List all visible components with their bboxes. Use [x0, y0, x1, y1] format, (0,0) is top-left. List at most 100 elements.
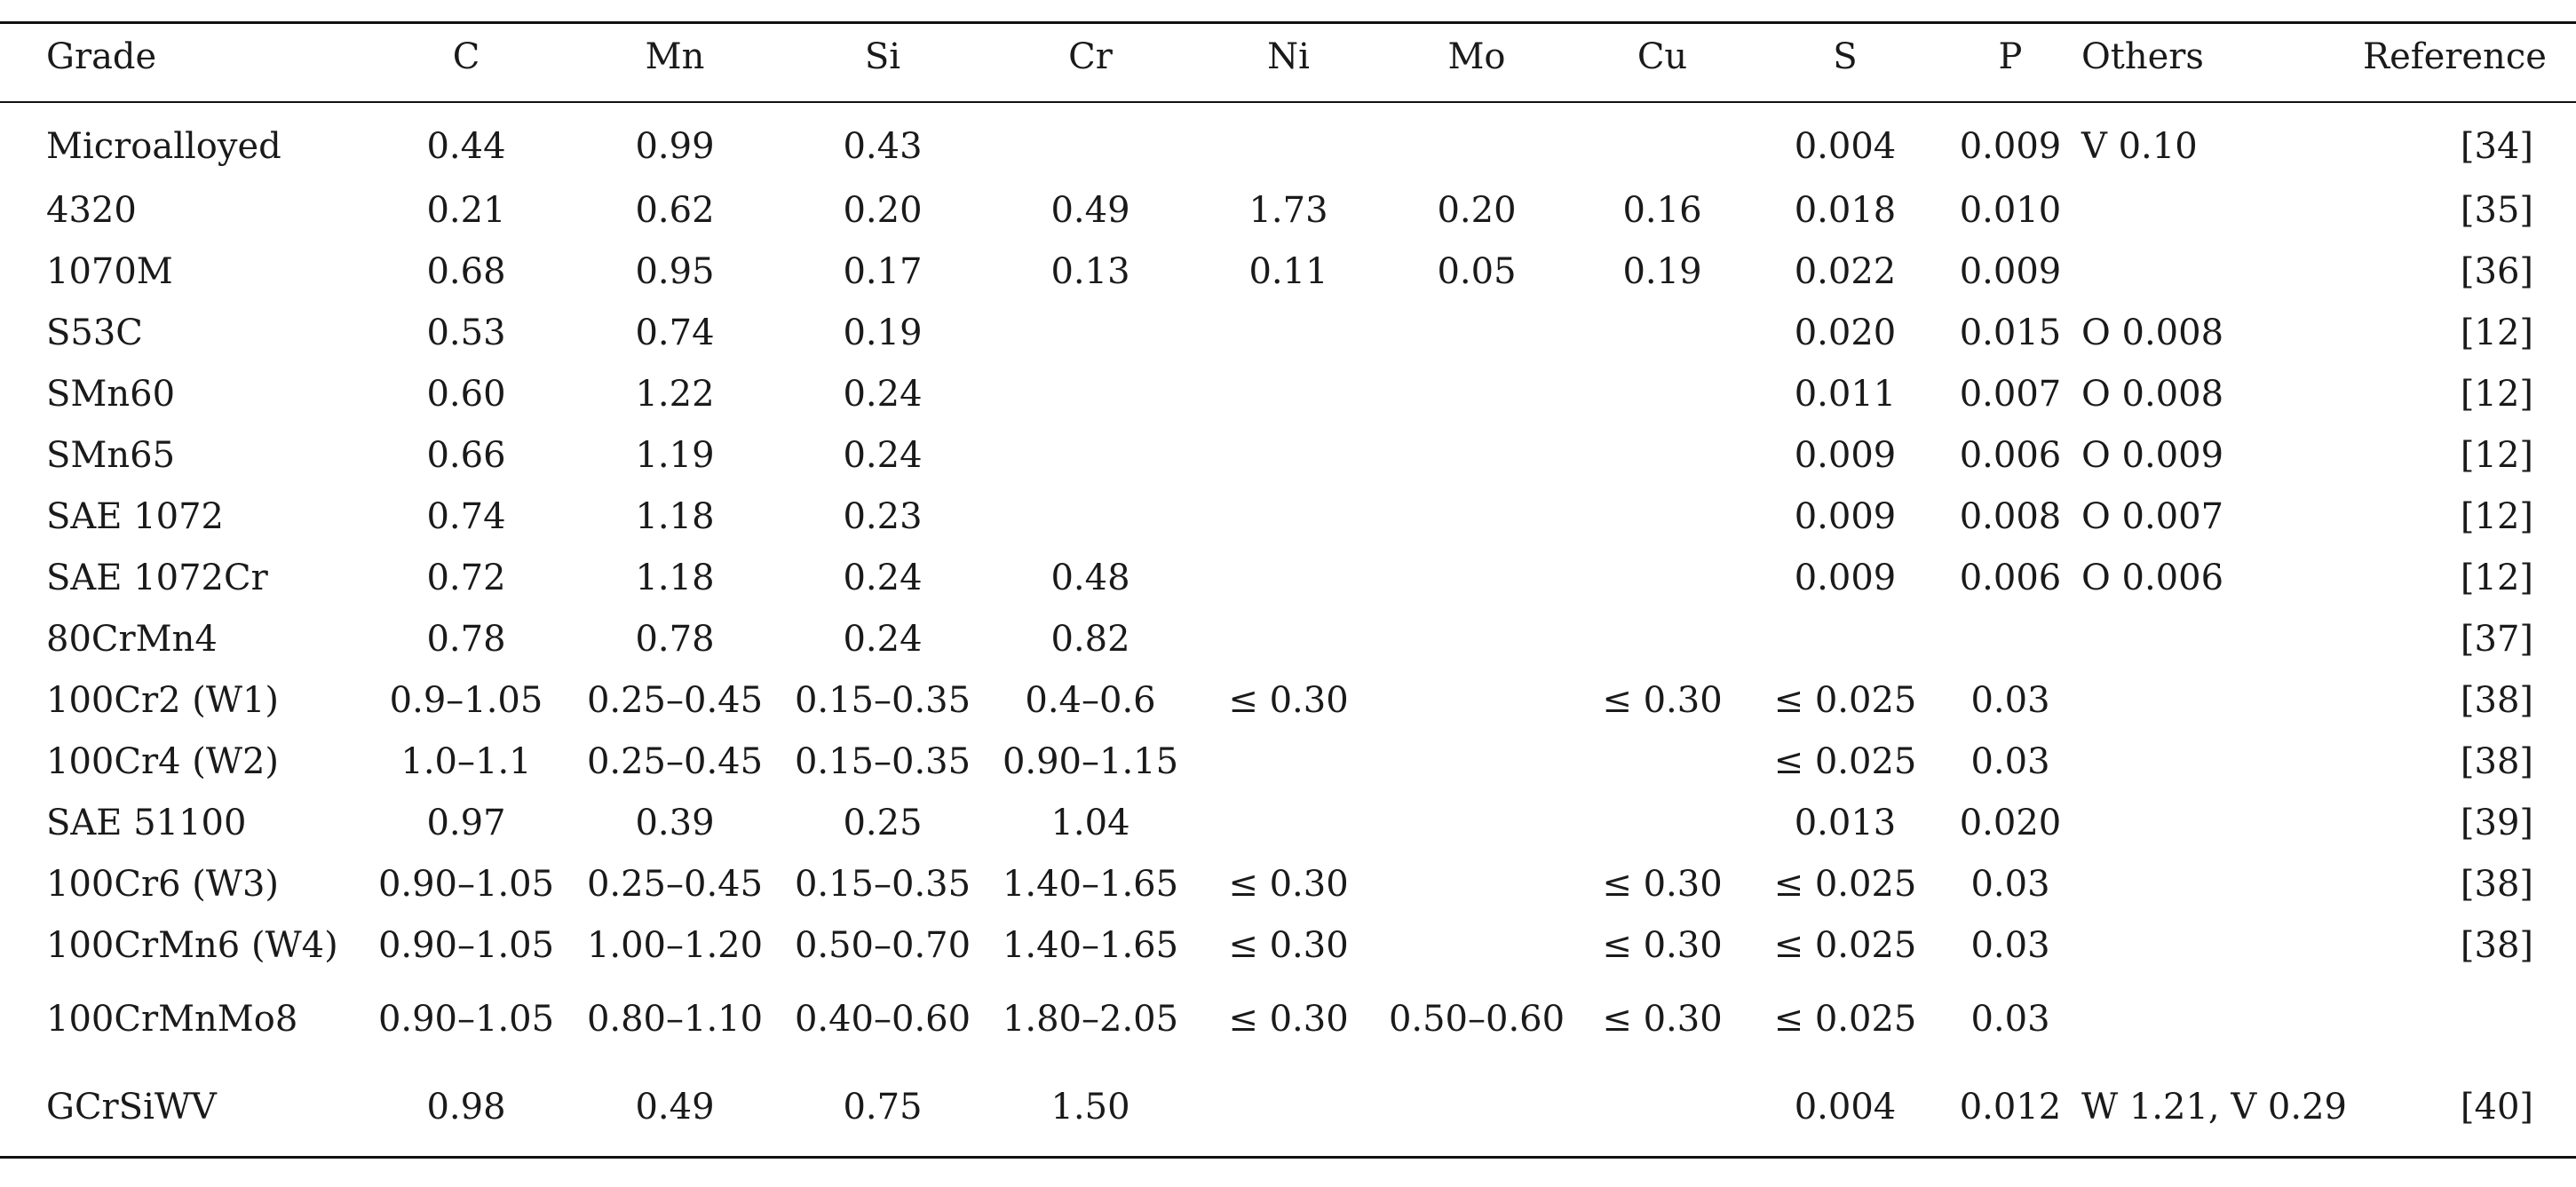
- cell-others: [2081, 669, 2363, 731]
- cell-cr: 1.40–1.65: [1002, 924, 1179, 966]
- cell-p: 0.015: [1959, 312, 2062, 353]
- cell-others: [2081, 976, 2363, 1063]
- cell-p: 0.010: [1959, 189, 2062, 231]
- cell-grade: 100CrMn6 (W4): [46, 924, 338, 966]
- cell-grade: 100Cr4 (W2): [46, 740, 280, 782]
- cell-reference: [40]: [2460, 1087, 2533, 1128]
- table-row: 100CrMn6 (W4) 0.90–1.05 1.00–1.20 0.50–0.70…: [0, 914, 2576, 976]
- cell-grade: Microalloyed: [46, 126, 281, 167]
- cell-others: [2081, 608, 2363, 669]
- cell-reference: [12]: [2460, 495, 2533, 537]
- cell-mo: [1380, 608, 1573, 669]
- header-grade: Grade: [46, 36, 157, 77]
- cell-p: 0.03: [1970, 679, 2050, 721]
- cell-mo: [1380, 547, 1573, 608]
- cell-ni: ≤ 0.30: [1228, 679, 1349, 721]
- cell-si: 0.24: [843, 557, 923, 598]
- cell-c: 0.21: [426, 189, 506, 231]
- cell-grade: 1070M: [46, 250, 173, 292]
- cell-cu: [1573, 547, 1751, 608]
- cell-grade: S53C: [46, 312, 143, 353]
- cell-cr: 0.4–0.6: [1025, 679, 1156, 721]
- cell-c: 0.74: [426, 495, 506, 537]
- cell-cu: [1573, 486, 1751, 547]
- cell-cr: 1.50: [1050, 1087, 1130, 1128]
- cell-cu: [1573, 1063, 1751, 1151]
- cell-cu: ≤ 0.30: [1602, 924, 1723, 966]
- cell-reference: [39]: [2460, 802, 2533, 843]
- cell-mo: [1380, 853, 1573, 914]
- cell-p: 0.008: [1959, 495, 2062, 537]
- cell-p: 0.020: [1959, 802, 2062, 843]
- cell-grade: 80CrMn4: [46, 618, 218, 660]
- cell-cr: [984, 114, 1197, 179]
- cell-others: O 0.009: [2081, 434, 2224, 476]
- cell-ni: ≤ 0.30: [1228, 924, 1349, 966]
- steel-composition-table: Grade C Mn Si Cr Ni Mo Cu S P Others Ref…: [0, 0, 2576, 1151]
- cell-mn: 1.18: [635, 495, 715, 537]
- cell-mn: 0.62: [635, 189, 715, 231]
- cell-cu: [1573, 608, 1751, 669]
- cell-si: 0.43: [843, 126, 923, 167]
- cell-others: O 0.008: [2081, 312, 2224, 353]
- cell-ni: [1197, 486, 1380, 547]
- cell-ni: [1197, 547, 1380, 608]
- cell-others: W 1.21, V 0.29: [2081, 1087, 2347, 1128]
- table-row: SMn65 0.66 1.19 0.24 0.009 0.006 O 0.009 [12]: [0, 424, 2576, 486]
- cell-reference: [37]: [2460, 618, 2533, 660]
- table-row: Microalloyed 0.44 0.99 0.43 0.004 0.009 V 0.10…: [0, 114, 2576, 179]
- cell-others: [2081, 731, 2363, 792]
- header-row: Grade C Mn Si Cr Ni Mo Cu S P Others Ref…: [0, 0, 2576, 114]
- cell-s: 0.004: [1794, 1087, 1897, 1128]
- cell-reference: [12]: [2460, 373, 2533, 415]
- cell-s: 0.009: [1794, 434, 1897, 476]
- cell-s: 0.013: [1794, 802, 1897, 843]
- cell-grade: SMn65: [46, 434, 176, 476]
- table-row: 100CrMnMo8 0.90–1.05 0.80–1.10 0.40–0.60 1.8…: [0, 976, 2576, 1063]
- cell-p: 0.03: [1970, 863, 2050, 905]
- cell-c: 0.78: [426, 618, 506, 660]
- cell-s: ≤ 0.025: [1773, 740, 1917, 782]
- cell-cr: [984, 363, 1197, 424]
- cell-cu: ≤ 0.30: [1602, 999, 1723, 1040]
- cell-s: 0.018: [1794, 189, 1897, 231]
- cell-others: [2081, 241, 2363, 302]
- cell-ni: ≤ 0.30: [1228, 863, 1349, 905]
- cell-s: 0.009: [1794, 495, 1897, 537]
- cell-p: 0.012: [1959, 1087, 2062, 1128]
- cell-reference: [38]: [2460, 740, 2533, 782]
- cell-c: 0.53: [426, 312, 506, 353]
- table-row: 4320 0.21 0.62 0.20 0.49 1.73 0.20 0.16 0.018 0.0…: [0, 179, 2576, 241]
- table-row: 80CrMn4 0.78 0.78 0.24 0.82 [37]: [0, 608, 2576, 669]
- cell-cu: ≤ 0.30: [1602, 679, 1723, 721]
- cell-cu: [1573, 363, 1751, 424]
- cell-reference: [38]: [2460, 924, 2533, 966]
- cell-ni: [1197, 302, 1380, 363]
- cell-cu: [1573, 114, 1751, 179]
- cell-p: 0.009: [1959, 250, 2062, 292]
- cell-cr: 0.90–1.15: [1002, 740, 1179, 782]
- cell-grade: SAE 1072: [46, 495, 224, 537]
- cell-mo: 0.20: [1437, 189, 1517, 231]
- cell-mn: 0.39: [635, 802, 715, 843]
- cell-grade: 4320: [46, 189, 137, 231]
- cell-mn: 1.19: [635, 434, 715, 476]
- cell-others: O 0.006: [2081, 557, 2224, 598]
- cell-c: 0.9–1.05: [389, 679, 543, 721]
- cell-cr: 1.80–2.05: [1002, 999, 1179, 1040]
- cell-si: 0.24: [843, 434, 923, 476]
- cell-si: 0.75: [843, 1087, 923, 1128]
- cell-cr: [984, 486, 1197, 547]
- cell-reference: [38]: [2460, 863, 2533, 905]
- cell-cu: [1573, 424, 1751, 486]
- cell-cr: 0.13: [1050, 250, 1130, 292]
- table-row: SAE 1072Cr 0.72 1.18 0.24 0.48 0.009 0.006 O 0.…: [0, 547, 2576, 608]
- cell-cr: 0.82: [1050, 618, 1130, 660]
- cell-cr: 1.40–1.65: [1002, 863, 1179, 905]
- cell-reference: [36]: [2460, 250, 2533, 292]
- cell-mo: 0.05: [1437, 250, 1517, 292]
- cell-cu: [1573, 731, 1751, 792]
- cell-reference: [38]: [2460, 679, 2533, 721]
- table-row: 1070M 0.68 0.95 0.17 0.13 0.11 0.05 0.19 0.022 0.…: [0, 241, 2576, 302]
- cell-grade: SMn60: [46, 373, 176, 415]
